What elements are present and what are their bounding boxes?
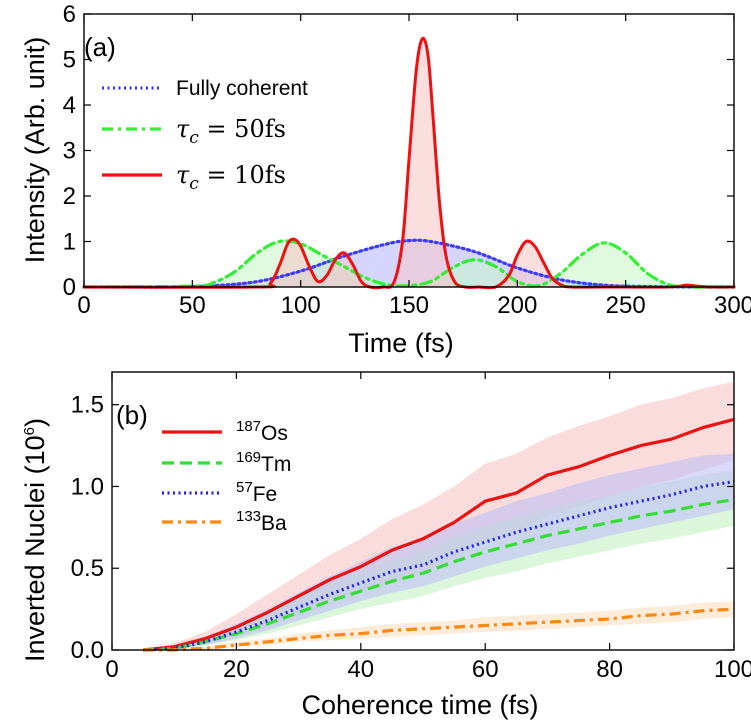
panel-a-y-tick-label-0: 0 (63, 274, 76, 301)
panel-a-x-tick-label-0: 0 (77, 292, 90, 319)
panel-a-x-tick-label-4: 200 (497, 292, 537, 319)
panel-a-legend-label-0: Fully coherent (176, 77, 308, 100)
panel-a-x-tick-label-1: 50 (179, 292, 206, 319)
panel-b-x-tick-label-4: 80 (596, 656, 623, 683)
panel-a-series-1-line (82, 239, 736, 289)
panel-b-series-3-band (143, 600, 735, 650)
panel-b-y-tick-label-2: 1.0 (71, 473, 104, 500)
panel-b-legend-label-3: 133Ba (236, 508, 287, 535)
panel-a-x-tick-label-6: 300 (714, 292, 751, 319)
panel-a-y-tick-label-4: 4 (63, 92, 76, 119)
panel-b-series-0-line (142, 417, 735, 652)
panel-b-x-tick-label-1: 20 (223, 656, 250, 683)
panel-b-series-0-band (143, 381, 735, 650)
panel-b-x-tick-label-2: 40 (347, 656, 374, 683)
panel-b-ticks: 0 20 40 60 80 100 0.0 0.5 1.0 1.5 (71, 372, 751, 683)
panel-b-legend-label-0: 187Os (236, 418, 288, 445)
panel-a-y-tick-label-3: 3 (63, 138, 76, 165)
panel-b-x-tick-label-5: 100 (714, 656, 751, 683)
panel-a-series-1-fill (84, 240, 734, 288)
panel-b-x-tick-label-0: 0 (105, 656, 118, 683)
panel-b-legend-label-2: 57Fe (236, 479, 277, 506)
panel-a-y-tick-label-5: 5 (63, 47, 76, 74)
panel-a-x-tick-label-5: 250 (606, 292, 646, 319)
panel-a-legend: Fully coherent τc = 50fs τc = 10fs (102, 77, 308, 194)
panel-a-y-tick-label-6: 6 (63, 1, 76, 28)
panel-a-label: (a) (84, 32, 116, 62)
panel-a-series-lines (82, 36, 736, 290)
panel-a-series-2-line (82, 36, 736, 290)
panel-b-legend-label-1: 169Tm (236, 449, 291, 476)
panel-b-frame (111, 371, 735, 651)
panel-b: 0 20 40 60 80 100 0.0 0.5 1.0 1.5 (b) Coherence t… (20, 371, 751, 720)
panel-b-label: (b) (116, 400, 148, 430)
panel-a-y-tick-label-1: 1 (63, 229, 76, 256)
panel-a-x-tick-label-2: 100 (281, 292, 321, 319)
panel-a-x-tick-label-3: 150 (389, 292, 429, 319)
panel-b-series-1-line (143, 497, 735, 652)
panel-b-axes (111, 371, 735, 651)
panel-a-legend-label-1: τc = 50fs (176, 115, 286, 148)
panel-b-y-axis-title: Inverted Nuclei (106) (20, 418, 50, 662)
panel-a-legend-label-2: τc = 10fs (176, 161, 286, 194)
panel-b-y-tick-label-1: 0.5 (71, 555, 104, 582)
panel-a-y-tick-label-2: 2 (63, 183, 76, 210)
panel-b-y-tick-label-3: 1.5 (71, 392, 104, 419)
panel-b-y-tick-label-0: 0.0 (71, 637, 104, 664)
panel-b-series-lines (142, 417, 735, 652)
panel-b-series-3-line (143, 607, 735, 652)
panel-a-y-axis-title: Intensity (Arb. unit) (20, 37, 50, 264)
panel-a-x-axis-title: Time (fs) (348, 328, 453, 358)
panel-b-x-axis-title: Coherence time (fs) (301, 690, 538, 720)
panel-a-ticks: 0 50 100 150 200 250 300 0 1 2 3 4 5 6 (63, 1, 751, 319)
panel-b-x-tick-label-3: 60 (472, 656, 499, 683)
